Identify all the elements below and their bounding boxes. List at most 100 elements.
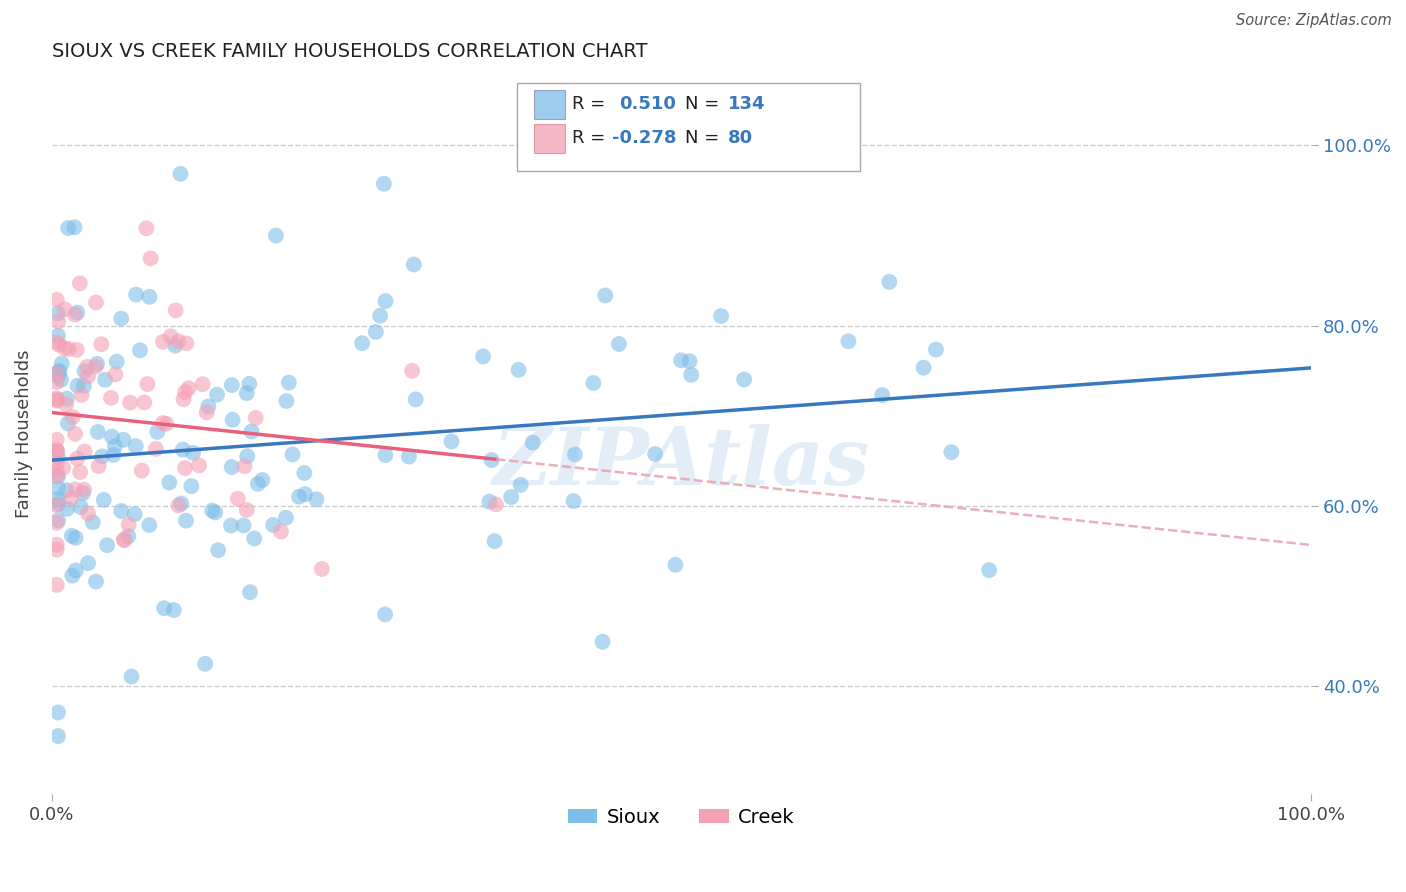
Text: -0.278: -0.278 — [612, 129, 676, 147]
Point — [564, 447, 586, 461]
Point — [294, 487, 316, 501]
Point — [45, 538, 67, 552]
Point — [48, 338, 70, 352]
Point — [235, 386, 257, 401]
Point — [121, 669, 143, 683]
Point — [239, 585, 262, 599]
Point — [112, 533, 135, 547]
Text: N =: N = — [685, 95, 724, 113]
Point — [180, 479, 202, 493]
Point — [582, 376, 605, 390]
Point — [145, 442, 167, 456]
Point — [172, 442, 194, 457]
Point — [125, 439, 148, 453]
Point — [96, 538, 118, 552]
Point — [508, 363, 530, 377]
Point — [170, 497, 193, 511]
Point — [135, 221, 157, 235]
Point — [837, 334, 859, 349]
Point — [177, 381, 200, 395]
Point — [877, 275, 900, 289]
Point — [276, 394, 298, 409]
Text: SIOUX VS CREEK FAMILY HOUSEHOLDS CORRELATION CHART: SIOUX VS CREEK FAMILY HOUSEHOLDS CORRELA… — [52, 42, 647, 61]
Point — [55, 397, 77, 411]
Point — [77, 556, 100, 570]
Point — [124, 507, 146, 521]
Point — [46, 393, 69, 408]
Point — [45, 469, 67, 483]
Point — [153, 601, 176, 615]
Point — [194, 657, 217, 671]
Point — [262, 518, 284, 533]
Text: ZIPAtlas: ZIPAtlas — [492, 424, 870, 501]
Point — [73, 364, 96, 378]
Point — [288, 490, 311, 504]
Point — [941, 445, 963, 459]
Point — [221, 378, 243, 392]
Point — [146, 425, 169, 439]
Point — [46, 706, 69, 720]
Point — [45, 516, 67, 530]
Point — [117, 517, 139, 532]
Point — [373, 177, 395, 191]
Point — [63, 220, 86, 235]
Point — [46, 729, 69, 743]
Text: 80: 80 — [728, 129, 754, 147]
Point — [398, 450, 420, 464]
Point — [292, 466, 315, 480]
Point — [45, 433, 67, 447]
Point — [45, 456, 67, 470]
Point — [93, 492, 115, 507]
Text: R =: R = — [572, 95, 612, 113]
Point — [207, 543, 229, 558]
Point — [138, 518, 160, 533]
Point — [174, 461, 197, 475]
Point — [73, 483, 96, 497]
Point — [401, 364, 423, 378]
Point — [76, 359, 98, 374]
Point — [45, 443, 67, 458]
Point — [484, 534, 506, 549]
Point — [87, 459, 110, 474]
Text: Source: ZipAtlas.com: Source: ZipAtlas.com — [1236, 13, 1392, 29]
Point — [352, 336, 374, 351]
Point — [72, 486, 94, 500]
Point — [165, 303, 187, 318]
Point — [46, 450, 69, 464]
Point — [173, 392, 195, 406]
Text: 0.510: 0.510 — [619, 95, 675, 113]
Point — [232, 518, 254, 533]
Point — [49, 373, 72, 387]
Point — [105, 354, 128, 368]
Point — [60, 568, 83, 582]
Point — [374, 448, 396, 462]
Point — [90, 337, 112, 351]
Point — [252, 473, 274, 487]
Point — [311, 562, 333, 576]
Point — [66, 451, 89, 466]
Point — [364, 325, 387, 339]
Point — [59, 491, 82, 506]
Point — [58, 342, 80, 356]
Point — [131, 464, 153, 478]
Point — [374, 294, 396, 309]
Point — [63, 426, 86, 441]
Point — [66, 305, 89, 319]
Point — [91, 450, 114, 464]
Point — [163, 603, 186, 617]
Point — [45, 392, 67, 406]
Point — [73, 379, 96, 393]
Point — [46, 469, 69, 483]
Point — [195, 405, 218, 419]
Point — [402, 258, 425, 272]
Point — [440, 434, 463, 449]
Point — [205, 387, 228, 401]
Point — [562, 494, 585, 508]
Y-axis label: Family Households: Family Households — [15, 350, 32, 518]
Point — [733, 372, 755, 386]
Point — [112, 433, 135, 447]
Point — [478, 494, 501, 508]
Point — [69, 465, 91, 479]
Point — [593, 288, 616, 302]
Point — [56, 501, 79, 516]
